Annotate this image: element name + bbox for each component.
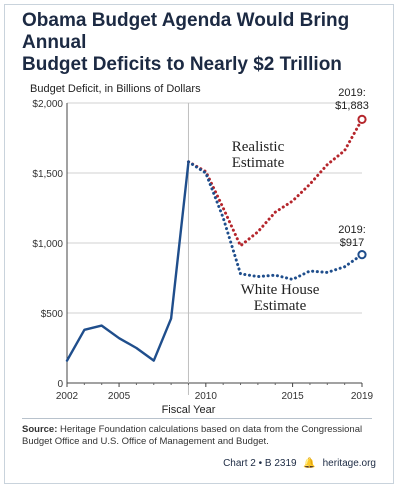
y-tick-label: $2,000 bbox=[32, 99, 63, 110]
footer-divider bbox=[22, 418, 372, 419]
x-tick-label: 2005 bbox=[108, 391, 131, 402]
liberty-bell-icon: 🔔 bbox=[303, 458, 315, 469]
source-note: Source: Heritage Foundation calculations… bbox=[22, 424, 378, 448]
x-tick-label: 2002 bbox=[56, 391, 79, 402]
annotation-realistic-label-2: Estimate bbox=[232, 155, 285, 171]
annotation-realistic-label-1: Realistic bbox=[232, 139, 285, 155]
x-axis-label: Fiscal Year bbox=[162, 404, 216, 416]
annotation-realistic-end-value: $1,883 bbox=[335, 100, 369, 112]
series-line-whitehouse bbox=[189, 162, 363, 280]
chart-id-line: Chart 2 • B 2319 🔔 heritage.org bbox=[223, 458, 376, 469]
end-marker-realistic bbox=[358, 116, 365, 123]
annotation-whitehouse-end-value: $917 bbox=[340, 237, 364, 249]
y-tick-label: $1,000 bbox=[32, 239, 63, 250]
x-tick-label: 2019 bbox=[351, 391, 374, 402]
chart-id-text: Chart 2 • B 2319 bbox=[223, 458, 297, 469]
annotation-realistic-end-year: 2019: bbox=[338, 87, 366, 99]
annotation-whitehouse-label-1: White House bbox=[241, 282, 320, 298]
y-tick-label: 0 bbox=[57, 379, 63, 390]
source-label: Source: bbox=[22, 424, 57, 435]
annotation-whitehouse-end-year: 2019: bbox=[338, 224, 366, 236]
end-marker-whitehouse bbox=[358, 251, 365, 258]
source-text: Heritage Foundation calculations based o… bbox=[22, 424, 362, 447]
y-tick-label: $1,500 bbox=[32, 169, 63, 180]
org-link[interactable]: heritage.org bbox=[323, 458, 376, 469]
annotation-whitehouse-label-2: Estimate bbox=[254, 298, 307, 314]
y-tick-label: $500 bbox=[41, 309, 64, 320]
series-line-historical bbox=[67, 162, 189, 361]
x-tick-label: 2015 bbox=[281, 391, 304, 402]
y-axis-label: Budget Deficit, in Billions of Dollars bbox=[30, 83, 201, 95]
x-tick-label: 2010 bbox=[195, 391, 218, 402]
